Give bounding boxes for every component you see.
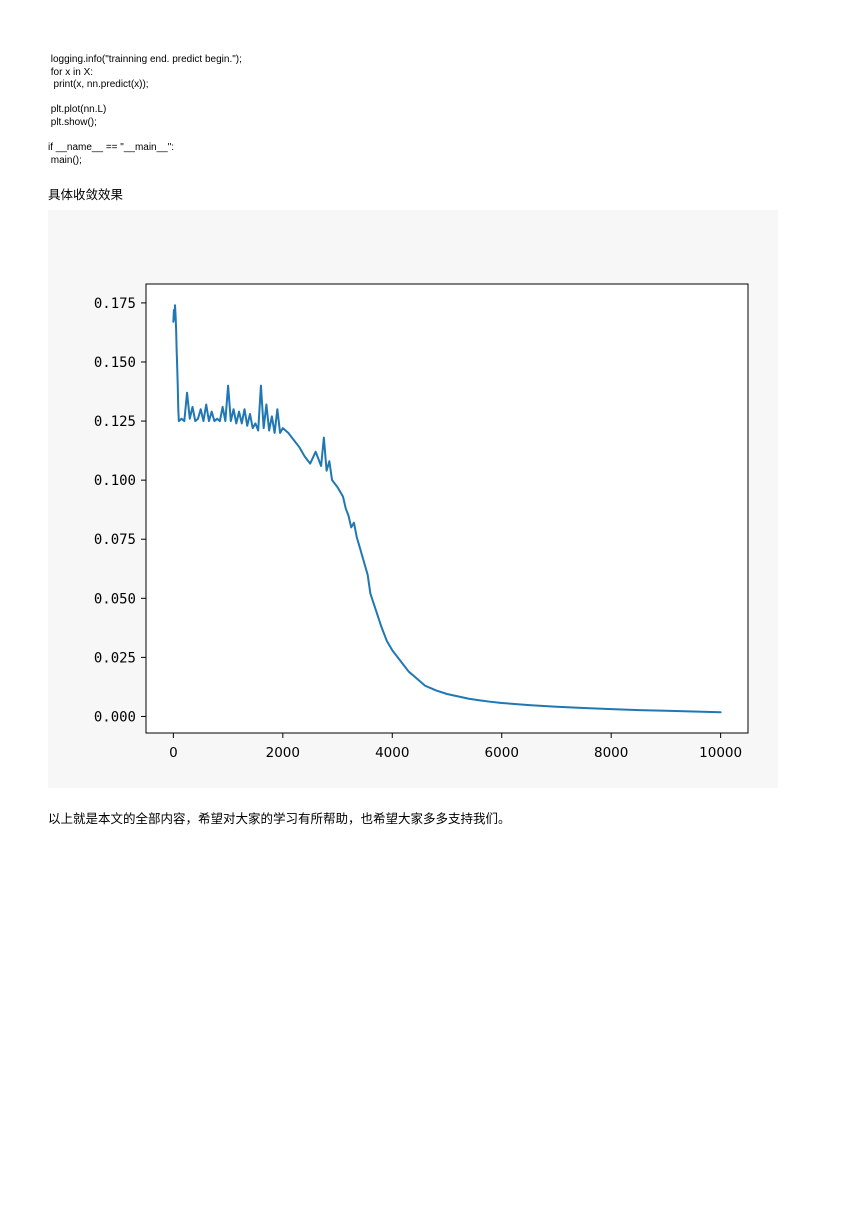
code-line [48, 130, 448, 143]
code-line: print(x, nn.predict(x)); [48, 79, 149, 91]
section-heading: 具体收敛效果 [48, 187, 124, 202]
x-tick-label: 10000 [699, 745, 742, 761]
code-snippet: logging.info("trainning end. predict beg… [48, 54, 448, 167]
y-tick-label: 0.100 [94, 473, 136, 489]
loss-curve-line [172, 304, 722, 714]
code-line: for x in X: [48, 66, 94, 78]
x-tick-label: 6000 [485, 745, 519, 761]
y-tick-label: 0.000 [94, 709, 136, 725]
y-tick-label: 0.075 [94, 532, 136, 548]
code-line: main(); [48, 154, 82, 166]
code-line: plt.show(); [48, 116, 97, 128]
x-tick-label: 0 [169, 745, 178, 761]
chart-plot-area [145, 283, 749, 734]
y-tick-label: 0.025 [94, 650, 136, 666]
x-axis: 0 2000 4000 6000 8000 10000 [169, 733, 742, 761]
x-tick-label: 2000 [266, 745, 300, 761]
code-line: if __name__ == "__main__": [48, 142, 175, 154]
x-tick-label: 4000 [375, 745, 409, 761]
x-tick-label: 8000 [594, 745, 628, 761]
y-tick-label: 0.125 [94, 414, 136, 430]
y-tick-label: 0.050 [94, 591, 136, 607]
code-line [48, 92, 448, 105]
y-axis: 0.000 0.025 0.050 0.075 0.100 0.125 0.150 0.175 [94, 296, 146, 725]
y-tick-label: 0.150 [94, 355, 136, 371]
closing-paragraph: 以上就是本文的全部内容，希望对大家的学习有所帮助，也希望大家多多支持我们。 [48, 811, 511, 826]
code-line: logging.info("trainning end. predict beg… [48, 54, 242, 65]
convergence-line-chart: 0.000 0.025 0.050 0.075 0.100 0.125 0.150 0.175… [94, 283, 749, 761]
y-tick-label: 0.175 [94, 296, 136, 312]
code-line: plt.plot(nn.L) [48, 104, 107, 116]
